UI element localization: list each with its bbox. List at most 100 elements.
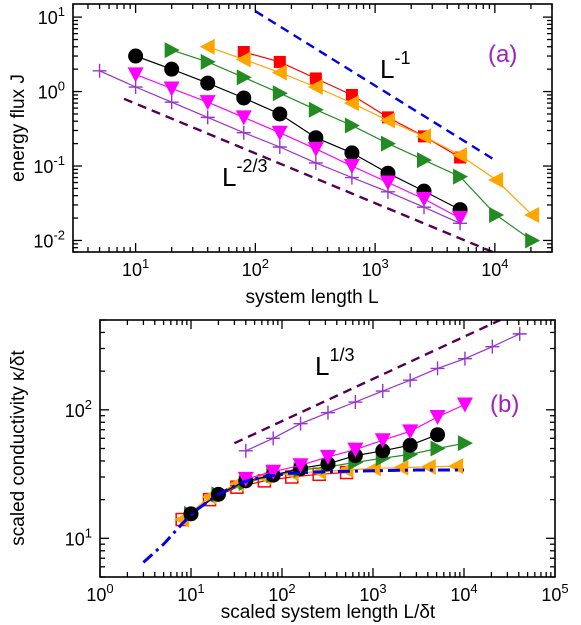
point-b-5: [375, 384, 390, 399]
point-b-4: [402, 424, 419, 440]
plot-area-b: [142, 320, 527, 564]
y-tick-label-base: 10: [38, 8, 58, 28]
point-a-4: [343, 159, 360, 175]
x-tick-label-base: 10: [359, 585, 379, 605]
y-tick-label-exp: 2: [85, 397, 92, 412]
point-b-1: [420, 458, 436, 475]
y-tick-label-b: 101: [65, 525, 92, 549]
x-tick-label-exp: 3: [379, 581, 386, 596]
x-tick-label-a: 104: [481, 256, 508, 280]
annotation-l-minus-two-thirds-base: L: [222, 162, 236, 192]
point-a-3: [308, 130, 324, 146]
annotation-l-minus-one: L-1: [380, 48, 410, 84]
annotation-l-minus-one-exp: -1: [394, 48, 410, 68]
point-a-1: [271, 64, 287, 81]
point-b-4: [265, 464, 282, 480]
point-a-2: [236, 69, 252, 86]
x-tick-label-base: 10: [86, 585, 106, 605]
x-tick-label-a: 103: [361, 256, 388, 280]
point-b-3: [375, 443, 391, 459]
x-tick-label-b: 105: [541, 581, 568, 605]
point-a-4: [271, 125, 288, 141]
point-a-3: [272, 106, 288, 122]
x-tick-label-exp: 2: [262, 256, 269, 271]
point-a-5: [200, 110, 215, 125]
point-a-1: [235, 51, 251, 68]
point-b-4: [456, 397, 473, 413]
y-axis-label-a: energy flux J: [8, 74, 29, 182]
x-tick-label-base: 10: [361, 260, 381, 280]
y-tick-label-b: 102: [65, 397, 92, 421]
x-tick-label-base: 10: [541, 585, 561, 605]
point-a-1: [307, 79, 323, 96]
y-tick-label-exp: -1: [53, 153, 65, 168]
point-b-5: [485, 339, 500, 354]
y-tick-label-a: 100: [38, 79, 65, 103]
x-tick-label-base: 10: [177, 585, 197, 605]
x-tick-label-exp: 4: [470, 581, 477, 596]
point-a-5: [236, 125, 251, 140]
point-a-5: [164, 95, 179, 110]
point-a-1: [524, 206, 540, 223]
point-a-1: [343, 95, 359, 112]
series-line-b-7: [142, 468, 464, 564]
point-a-4: [379, 175, 396, 191]
x-tick-label-exp: 4: [501, 256, 508, 271]
x-tick-label-b: 104: [450, 581, 477, 605]
point-a-1: [199, 38, 215, 55]
annotation-l-minus-one-base: L: [380, 54, 394, 84]
x-tick-label-exp: 3: [382, 256, 389, 271]
point-b-5: [430, 361, 445, 376]
point-b-4: [374, 433, 391, 449]
point-a-1: [416, 128, 432, 145]
point-b-4: [292, 458, 309, 474]
y-tick-label-exp: -2: [53, 227, 65, 242]
x-tick-label-base: 10: [450, 585, 470, 605]
series-group-a: [92, 10, 541, 252]
point-b-5: [320, 405, 335, 420]
point-a-5: [417, 200, 432, 215]
series-line-b-6: [233, 320, 501, 445]
x-tick-label-base: 10: [242, 260, 262, 280]
point-a-4: [235, 110, 252, 126]
point-b-4: [347, 442, 364, 458]
x-tick-label-base: 10: [122, 260, 142, 280]
point-b-5: [512, 326, 527, 341]
point-b-5: [403, 373, 418, 388]
point-a-4: [307, 141, 324, 157]
point-a-2: [380, 135, 396, 152]
point-a-5: [380, 184, 395, 199]
point-b-4: [237, 471, 254, 487]
point-b-5: [266, 431, 281, 446]
panel-label-b: (b): [490, 391, 519, 418]
point-a-4: [416, 192, 433, 208]
series-line-b-3: [190, 434, 438, 515]
x-tick-label-b: 100: [86, 581, 113, 605]
point-a-2: [344, 117, 360, 134]
y-tick-label-base: 10: [65, 529, 85, 549]
y-tick-label-base: 10: [33, 157, 53, 177]
annotation-l-one-third-base: L: [315, 351, 329, 381]
point-a-5: [92, 63, 107, 78]
series-group-b: [142, 320, 527, 564]
point-a-1: [452, 147, 468, 164]
x-axis-label-a: system length L: [245, 287, 378, 308]
point-b-4: [429, 409, 446, 425]
point-a-5: [308, 155, 323, 170]
x-tick-label-base: 10: [268, 585, 288, 605]
point-a-4: [163, 81, 180, 97]
point-a-2: [308, 101, 324, 118]
point-a-4: [199, 95, 216, 111]
x-tick-label-exp: 1: [142, 256, 149, 271]
x-axis-label-b: scaled system length L/δt: [221, 602, 436, 623]
x-tick-label-exp: 1: [197, 581, 204, 596]
point-a-2: [489, 206, 505, 223]
point-b-2: [430, 440, 446, 457]
series-line-a-4: [135, 73, 461, 219]
x-tick-label-base: 10: [481, 260, 501, 280]
plot-area-a: [92, 10, 541, 252]
y-tick-label-a: 10-1: [33, 153, 65, 177]
point-b-1: [393, 459, 409, 476]
